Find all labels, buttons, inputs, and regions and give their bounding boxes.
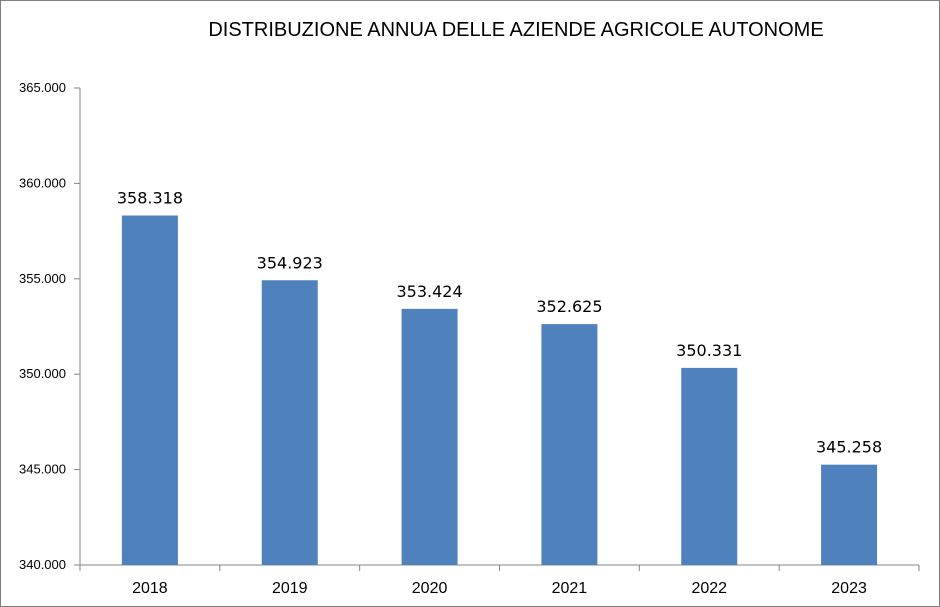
- bars: [121, 215, 878, 565]
- y-tick-label: 360.000: [19, 175, 66, 190]
- x-tick-label-2019: 2019: [272, 580, 308, 597]
- data-label-2023: 345.258: [816, 438, 882, 457]
- bar-2022: [681, 367, 738, 565]
- bar-2018: [121, 215, 178, 565]
- x-tick-label-2018: 2018: [132, 580, 168, 597]
- y-tick-label: 340.000: [19, 557, 66, 572]
- labels: 340.000 345.000 350.000 355.000 360.000 365.0…: [19, 80, 882, 597]
- y-tick-label: 365.000: [19, 80, 66, 95]
- data-label-2018: 358.318: [117, 188, 183, 207]
- x-tick-label-2022: 2022: [691, 580, 727, 597]
- x-tick-label-2020: 2020: [412, 580, 448, 597]
- data-label-2019: 354.923: [257, 253, 323, 272]
- y-tick-label: 350.000: [19, 366, 66, 381]
- x-tick-label-2021: 2021: [552, 580, 588, 597]
- data-label-2021: 352.625: [536, 297, 602, 316]
- chart-title: DISTRIBUZIONE ANNUA DELLE AZIENDE AGRICO…: [208, 19, 824, 41]
- data-label-2022: 350.331: [676, 341, 742, 360]
- bar-2019: [261, 280, 318, 565]
- y-tick-label: 345.000: [19, 462, 66, 477]
- x-tick-label-2023: 2023: [831, 580, 867, 597]
- y-tick-label: 355.000: [19, 271, 66, 286]
- axes: [74, 87, 920, 571]
- bar-2023: [821, 464, 878, 565]
- data-label-2020: 353.424: [396, 282, 462, 301]
- bar-2020: [401, 308, 458, 565]
- bar-2021: [541, 324, 598, 565]
